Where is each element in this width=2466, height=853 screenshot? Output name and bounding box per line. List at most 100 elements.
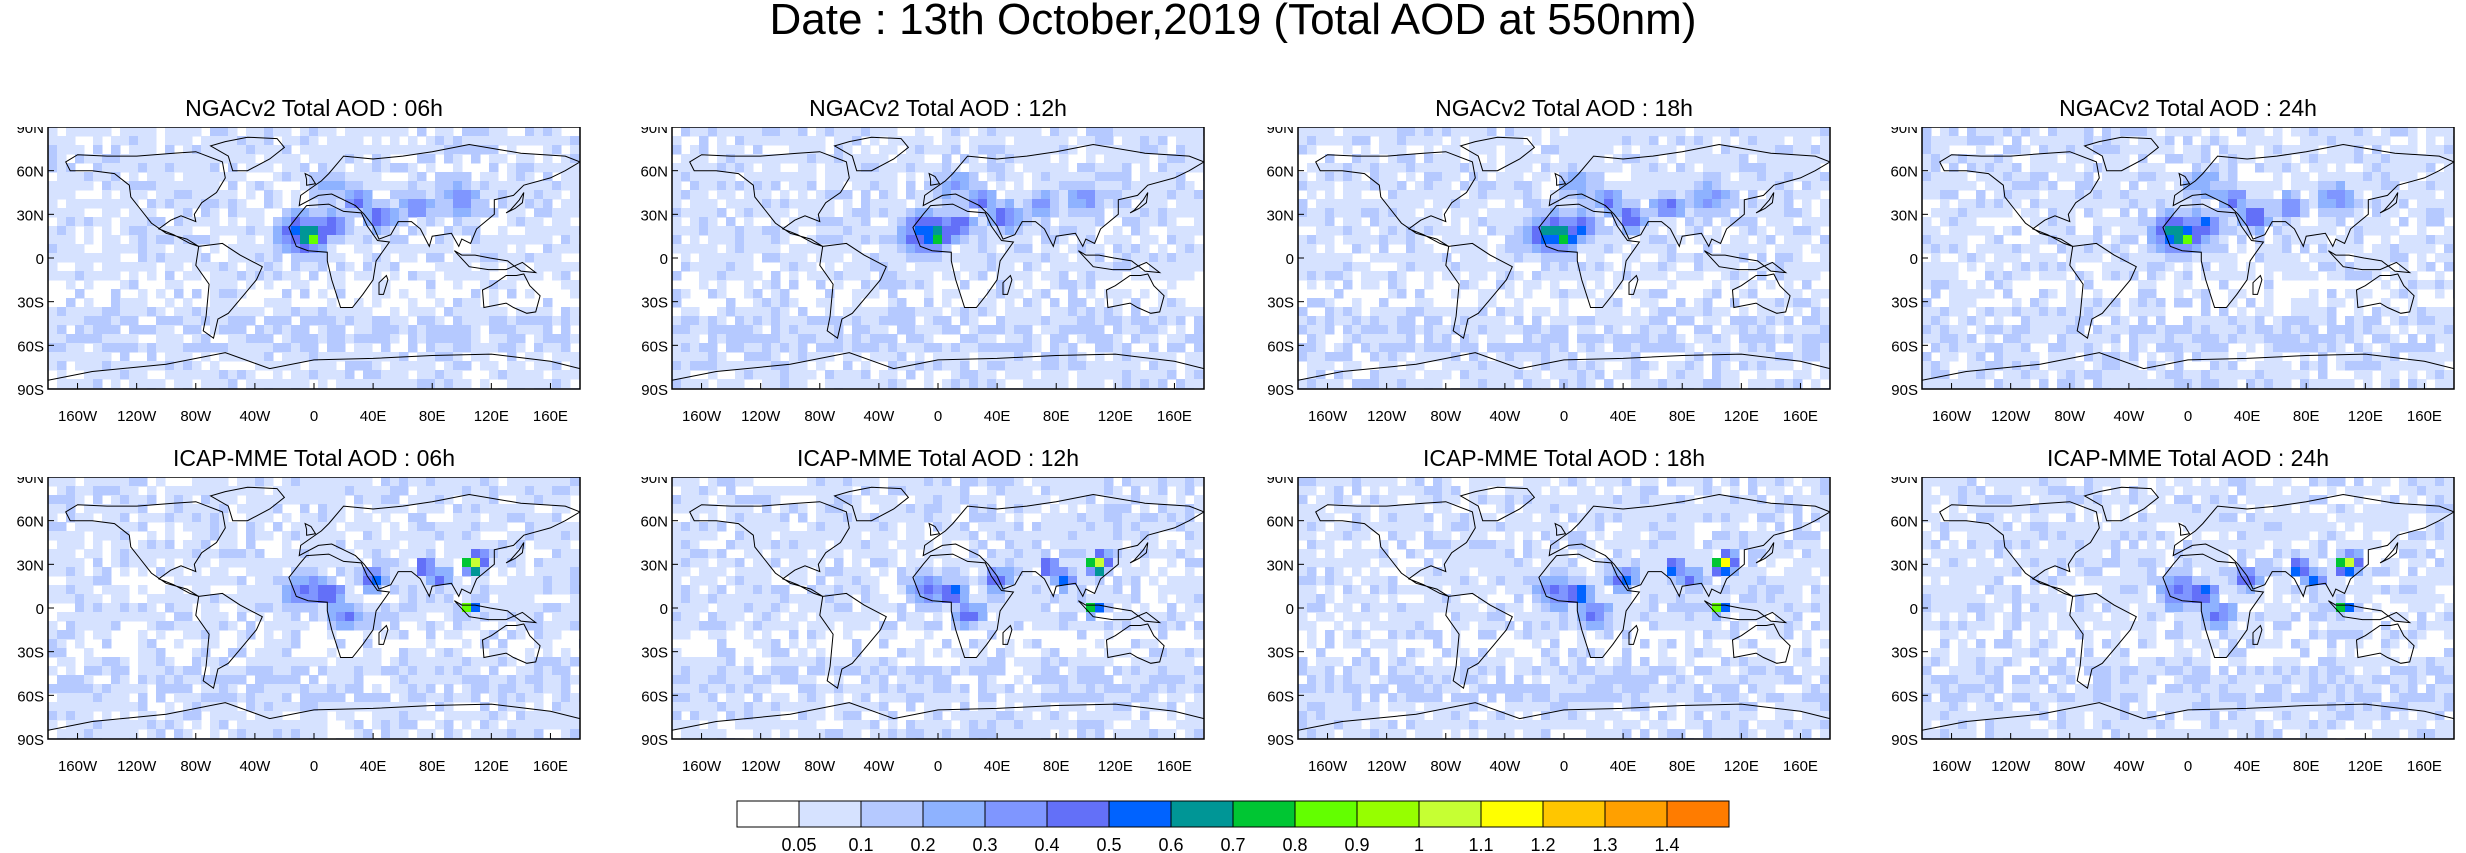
aod-cell (1748, 334, 1758, 344)
aod-cell (951, 127, 961, 137)
aod-cell (1406, 163, 1416, 173)
aod-cell (1397, 352, 1407, 362)
aod-cell (2372, 226, 2382, 236)
aod-cell (1478, 235, 1488, 245)
aod-cell (1613, 271, 1623, 281)
aod-cell (1505, 379, 1515, 389)
aod-cell (426, 334, 436, 344)
aod-cell (2003, 163, 2013, 173)
aod-cell (843, 217, 853, 227)
aod-cell (2273, 163, 2283, 173)
aod-cell (1523, 199, 1533, 209)
aod-cell (699, 181, 709, 191)
aod-cell (363, 199, 373, 209)
aod-cell (771, 199, 781, 209)
aod-cell (2237, 208, 2247, 218)
aod-cell (1784, 244, 1794, 254)
aod-cell (681, 226, 691, 236)
aod-cell (345, 235, 355, 245)
aod-cell (165, 271, 175, 281)
aod-cell (1415, 181, 1425, 191)
aod-cell (354, 298, 364, 308)
aod-cell (2174, 244, 2184, 254)
aod-cell (255, 343, 265, 353)
aod-cell (879, 181, 889, 191)
aod-cell (1140, 271, 1150, 281)
aod-cell (1793, 136, 1803, 146)
aod-cell (1622, 343, 1632, 353)
aod-cell (888, 379, 898, 389)
lon-label: 80E (419, 408, 446, 425)
aod-cell (120, 190, 130, 200)
aod-cell (888, 163, 898, 173)
aod-cell (1550, 235, 1560, 245)
lon-label: 120W (117, 408, 157, 425)
aod-cell (444, 334, 454, 344)
aod-cell (66, 172, 76, 182)
aod-cell (1577, 343, 1587, 353)
aod-cell (1095, 298, 1105, 308)
aod-cell (516, 181, 526, 191)
aod-cell (2228, 154, 2238, 164)
aod-cell (1514, 145, 1524, 155)
aod-cell (2138, 163, 2148, 173)
aod-cell (1041, 379, 1051, 389)
aod-cell (534, 361, 544, 371)
aod-cell (744, 181, 754, 191)
aod-cell (2300, 136, 2310, 146)
aod-cell (888, 361, 898, 371)
aod-cell (789, 343, 799, 353)
aod-cell (2273, 235, 2283, 245)
aod-cell (825, 316, 835, 326)
aod-cell (291, 370, 301, 380)
aod-cell (1478, 316, 1488, 326)
aod-cell (498, 190, 508, 200)
aod-cell (1559, 190, 1569, 200)
aod-cell (561, 235, 571, 245)
aod-cell (1307, 352, 1317, 362)
aod-cell (1577, 127, 1587, 137)
aod-cell (888, 226, 898, 236)
aod-cell (408, 190, 418, 200)
aod-cell (1023, 280, 1033, 290)
aod-cell (708, 199, 718, 209)
aod-cell (1487, 334, 1497, 344)
aod-cell (1068, 217, 1078, 227)
aod-cell (2228, 172, 2238, 182)
aod-cell (570, 361, 580, 371)
aod-cell (1113, 370, 1123, 380)
aod-cell (2363, 181, 2373, 191)
aod-cell (291, 352, 301, 362)
aod-cell (1005, 307, 1015, 317)
aod-cell (1343, 334, 1353, 344)
aod-cell (726, 298, 736, 308)
aod-cell (1059, 235, 1069, 245)
aod-cell (942, 136, 952, 146)
aod-cell (183, 244, 193, 254)
aod-cell (717, 253, 727, 263)
aod-cell (57, 379, 67, 389)
aod-cell (525, 136, 535, 146)
aod-cell (1640, 226, 1650, 236)
aod-cell (192, 235, 202, 245)
aod-cell (1811, 307, 1821, 317)
aod-cell (807, 370, 817, 380)
aod-cell (561, 370, 571, 380)
aod-cell (1622, 253, 1632, 263)
aod-cell (1793, 325, 1803, 335)
aod-cell (2282, 154, 2292, 164)
aod-cell (1532, 172, 1542, 182)
aod-cell (1397, 208, 1407, 218)
aod-cell (690, 190, 700, 200)
aod-cell (1676, 163, 1686, 173)
aod-cell (1532, 271, 1542, 281)
aod-cell (1802, 163, 1812, 173)
aod-cell (1050, 361, 1060, 371)
aod-cell (2174, 127, 2184, 137)
coastline (833, 136, 910, 172)
aod-cell (246, 262, 256, 272)
aod-cell (354, 181, 364, 191)
aod-cell (192, 289, 202, 299)
aod-cell (1442, 370, 1452, 380)
aod-cell (1658, 253, 1668, 263)
